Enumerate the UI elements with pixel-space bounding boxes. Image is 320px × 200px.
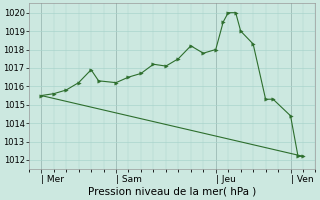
X-axis label: Pression niveau de la mer( hPa ): Pression niveau de la mer( hPa ) — [88, 187, 256, 197]
